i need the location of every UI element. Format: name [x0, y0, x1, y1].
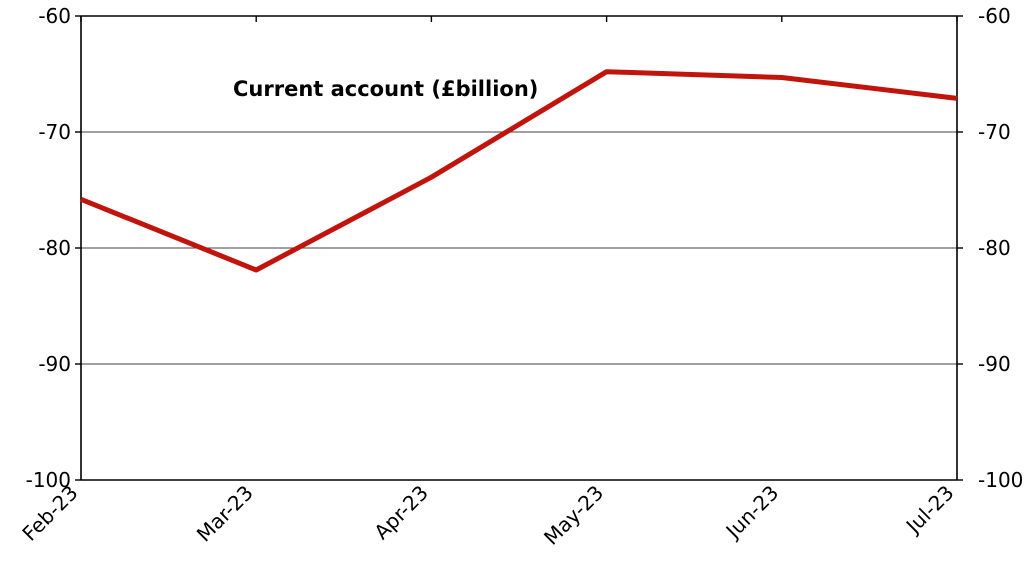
x-tick-label: Jun-23: [720, 481, 784, 545]
y-tick-label-right: -90: [978, 352, 1011, 376]
y-tick-label-right: -80: [978, 236, 1011, 260]
x-tick-label: Jul-23: [900, 481, 959, 540]
axes: [75, 15, 963, 481]
x-tick-label: Apr-23: [369, 481, 433, 545]
chart-title: Current account (£billion): [233, 77, 538, 101]
y-tick-label-left: -100: [26, 468, 71, 492]
y-tick-label-left: -80: [38, 236, 71, 260]
series-layer: [80, 69, 958, 273]
gridlines: [81, 131, 957, 365]
y-tick-label-right: -100: [978, 468, 1023, 492]
y-tick-label-right: -70: [978, 120, 1011, 144]
series-line: [80, 69, 958, 273]
y-tick-label-left: -90: [38, 352, 71, 376]
x-tick-label: May-23: [539, 481, 608, 550]
x-tick-label: Mar-23: [192, 481, 258, 547]
y-tick-label-left: -60: [38, 4, 71, 28]
y-tick-label-left: -70: [38, 120, 71, 144]
y-tick-label-right: -60: [978, 4, 1011, 28]
